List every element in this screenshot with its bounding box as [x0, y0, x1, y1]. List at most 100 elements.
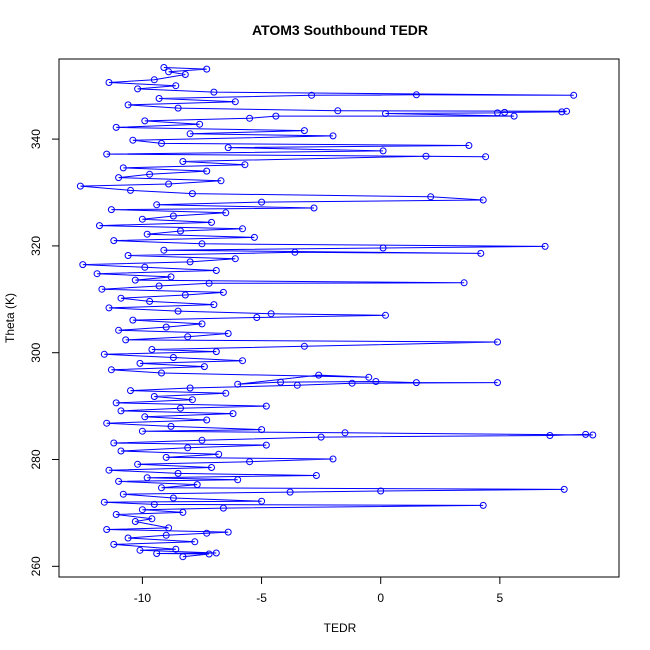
data-point	[117, 447, 125, 455]
data-point	[119, 490, 127, 498]
data-point	[546, 432, 554, 439]
data-point	[277, 378, 285, 386]
y-axis: 260 280 300 320 340	[29, 129, 60, 576]
y-tick-label: 300	[29, 342, 43, 362]
data-point	[570, 91, 578, 99]
data-point	[246, 458, 254, 466]
data-point	[272, 112, 280, 120]
data-point	[563, 107, 571, 115]
data-point	[541, 242, 549, 250]
data-point	[103, 526, 111, 533]
y-axis-label: Theta (K)	[3, 293, 17, 343]
data-point	[365, 373, 373, 381]
data-point	[122, 336, 130, 344]
data-point	[219, 504, 227, 512]
data-point	[219, 288, 227, 296]
data-point	[107, 366, 115, 374]
data-point	[124, 101, 132, 109]
data-point	[210, 88, 218, 96]
data-point	[215, 450, 223, 458]
data-point	[167, 422, 175, 430]
data-point	[212, 267, 220, 274]
data-point	[412, 379, 420, 387]
data-point	[112, 123, 120, 131]
data-point	[177, 227, 184, 235]
y-tick-label: 280	[29, 449, 43, 469]
data-point	[460, 279, 468, 287]
data-point	[179, 553, 187, 561]
data-point	[158, 484, 165, 492]
x-axis: -10 -5 0 5	[134, 576, 504, 605]
data-point	[110, 540, 118, 548]
data-point	[229, 410, 237, 418]
data-point	[193, 481, 201, 489]
data-point	[117, 294, 125, 302]
data-point	[382, 110, 389, 117]
data-point	[198, 240, 206, 248]
data-point	[239, 225, 246, 233]
data-point	[174, 307, 182, 315]
data-point	[188, 190, 196, 198]
data-point	[217, 177, 225, 185]
data-point	[203, 416, 211, 424]
data-point	[494, 109, 501, 117]
data-point	[136, 546, 144, 554]
data-point	[93, 270, 101, 278]
x-tick-label: -10	[134, 591, 152, 605]
data-point	[143, 230, 151, 238]
data-point	[246, 114, 254, 122]
data-point	[131, 276, 139, 284]
data-point	[196, 120, 204, 128]
data-point	[174, 469, 182, 477]
data-point	[129, 136, 137, 144]
data-point	[479, 501, 487, 509]
data-point	[312, 472, 320, 479]
data-point	[172, 545, 180, 553]
data-point	[160, 246, 168, 254]
data-point	[589, 431, 597, 439]
x-tick-label: 0	[377, 591, 384, 605]
x-tick-label: 5	[497, 591, 504, 605]
data-point	[143, 474, 151, 482]
data-point	[184, 333, 192, 341]
data-point	[117, 407, 125, 415]
data-point	[177, 404, 184, 412]
x-axis-label: TEDR	[324, 621, 357, 635]
data-point	[253, 314, 261, 321]
data-point	[300, 342, 308, 350]
data-point	[239, 357, 246, 365]
data-point	[79, 261, 87, 269]
data-point	[198, 320, 206, 328]
data-point	[115, 477, 123, 485]
data-point	[231, 98, 239, 106]
data-point	[186, 384, 194, 392]
data-point	[184, 444, 192, 452]
data-point	[234, 476, 242, 484]
data-point	[153, 550, 161, 557]
data-point	[317, 433, 325, 441]
data-point	[76, 182, 84, 190]
data-point	[160, 64, 168, 71]
data-point	[162, 453, 170, 461]
data-point	[334, 107, 342, 115]
data-point	[258, 198, 266, 206]
data-point	[96, 222, 103, 230]
data-point	[169, 494, 177, 502]
data-point	[377, 487, 385, 495]
data-point	[198, 436, 206, 444]
data-point	[138, 215, 146, 223]
data-point	[174, 104, 182, 112]
data-point	[119, 164, 127, 172]
data-point	[103, 419, 111, 427]
data-point	[224, 144, 232, 152]
data-point	[203, 65, 211, 73]
data-point	[372, 378, 380, 385]
data-point	[329, 455, 337, 463]
data-point	[141, 117, 149, 125]
data-point	[482, 153, 490, 161]
data-point	[181, 291, 189, 299]
data-point	[494, 379, 501, 387]
data-point	[179, 508, 187, 516]
data-point	[105, 79, 113, 86]
